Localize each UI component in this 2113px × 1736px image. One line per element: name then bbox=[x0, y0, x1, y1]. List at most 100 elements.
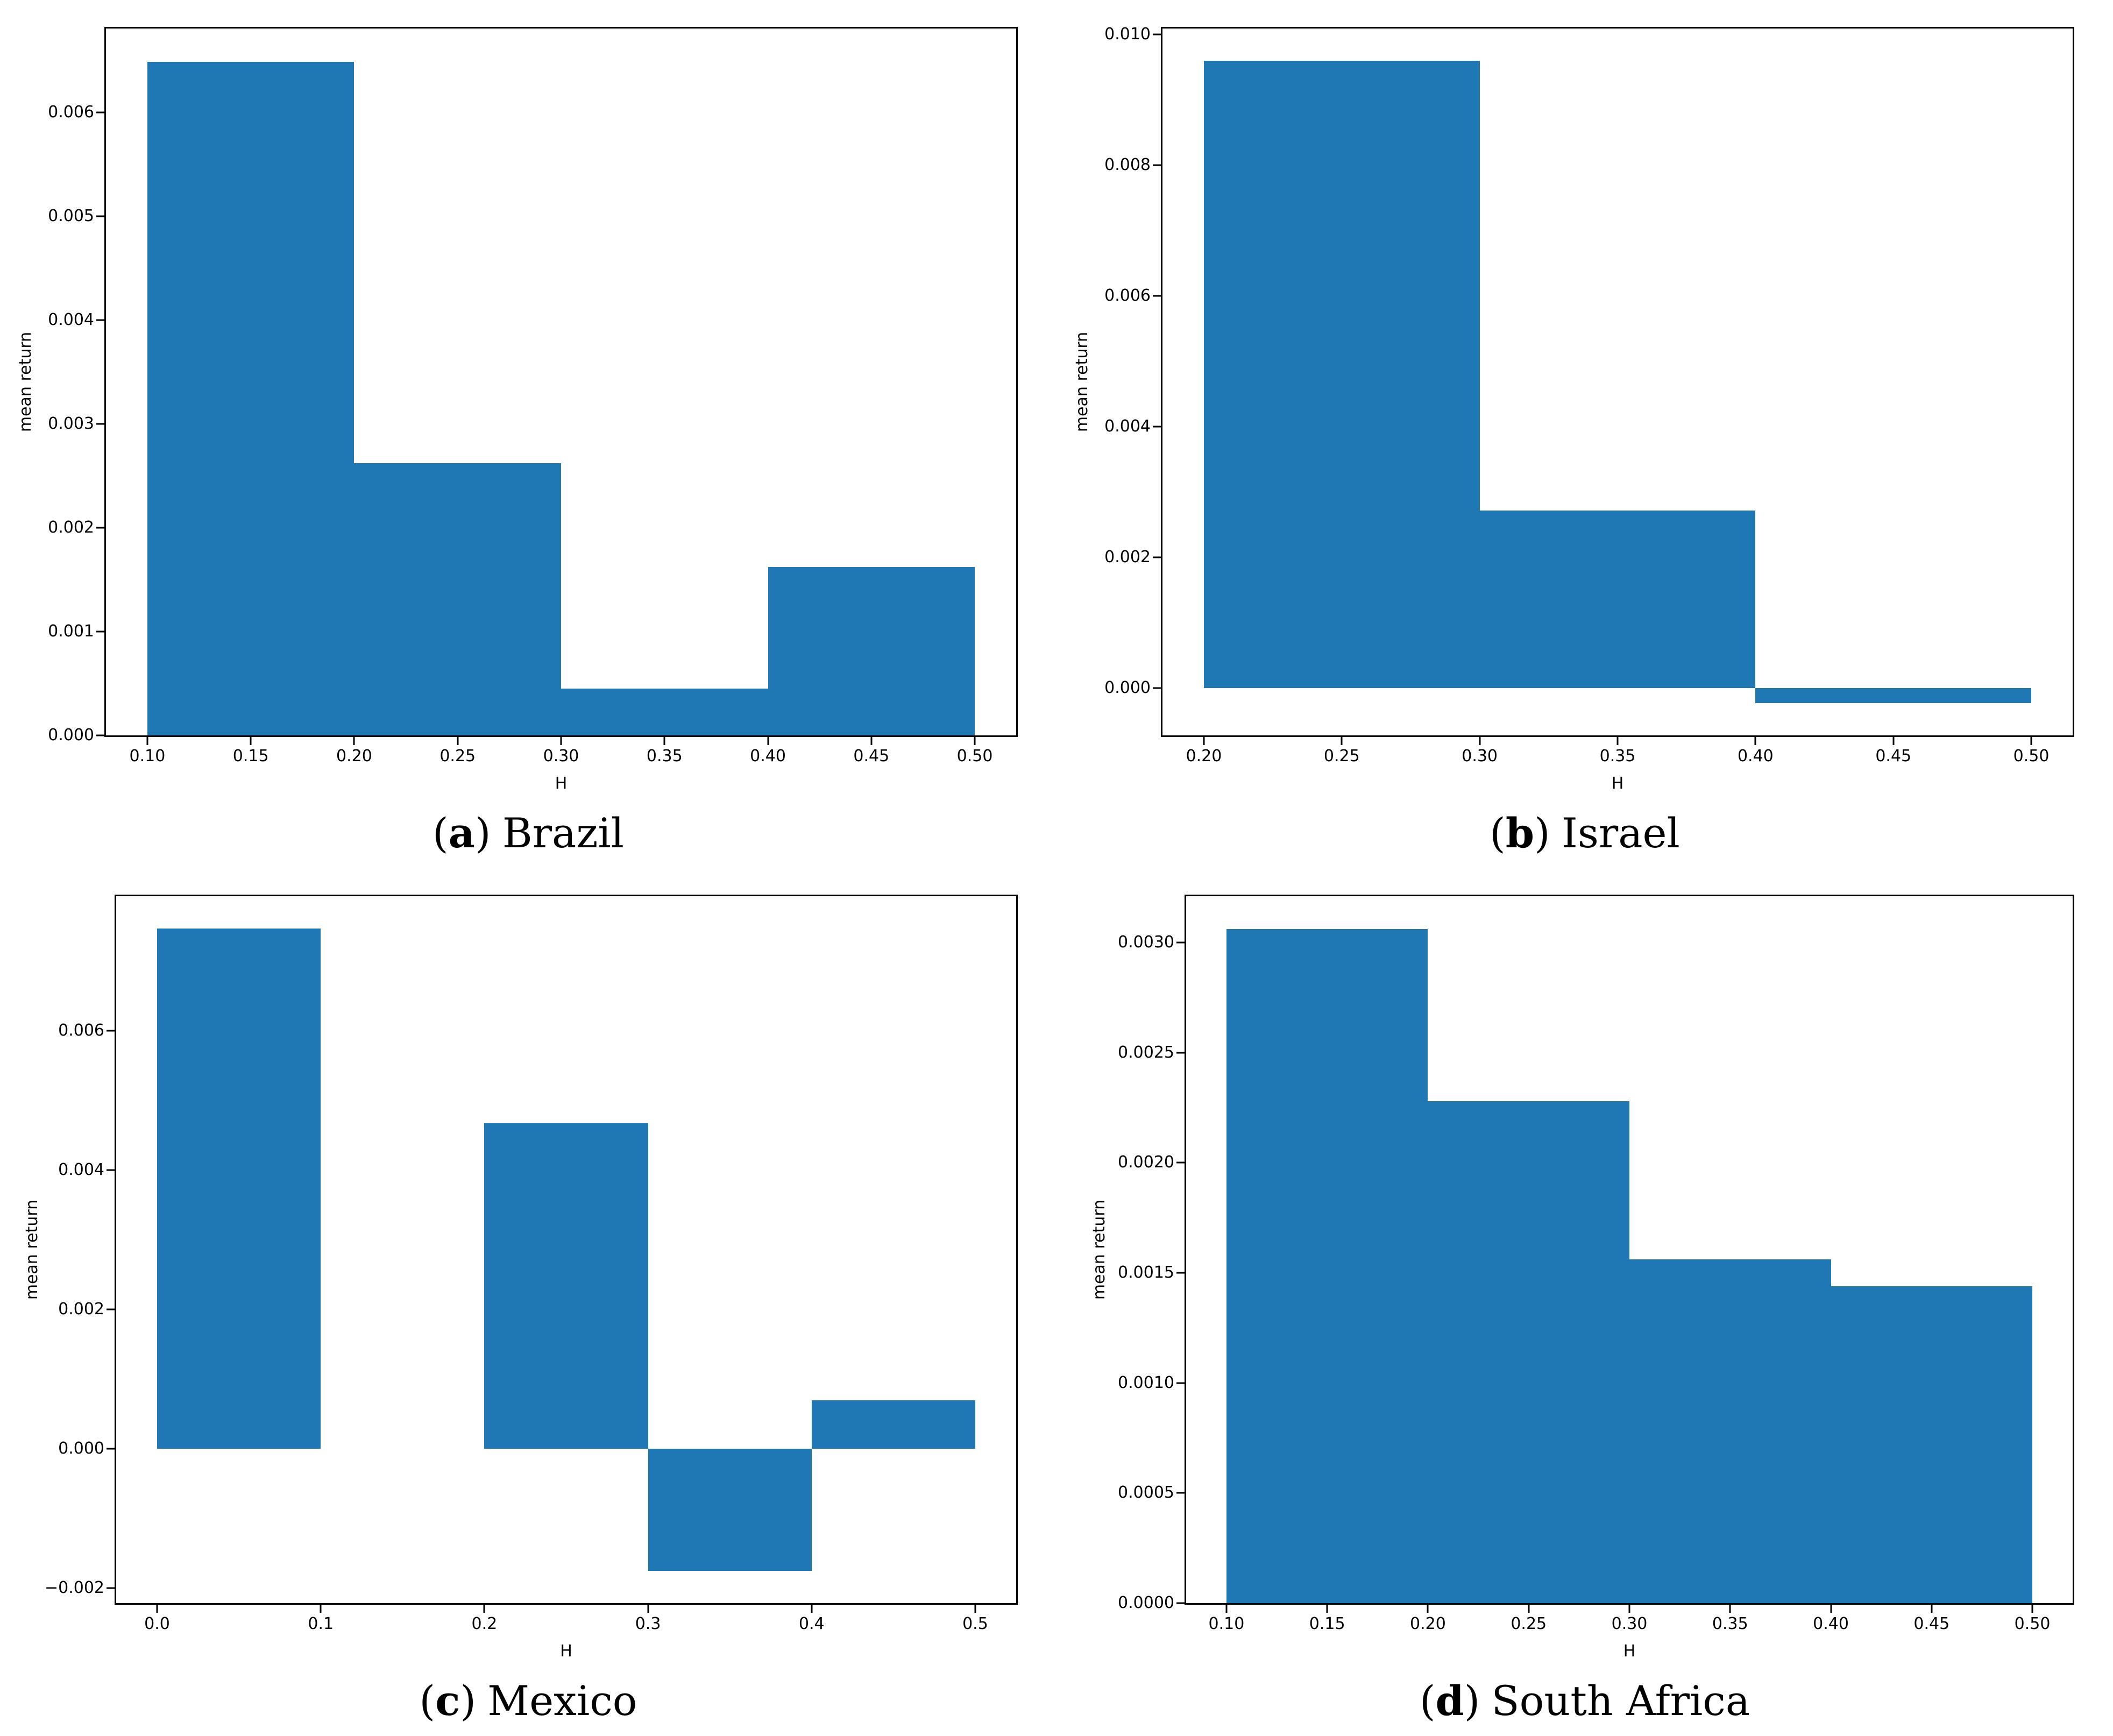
subplot-caption: (b) Israel bbox=[1056, 810, 2113, 856]
x-tick-mark bbox=[1225, 1605, 1228, 1613]
y-tick-mark bbox=[1176, 1272, 1185, 1274]
y-tick-label: 0.002 bbox=[1104, 548, 1151, 567]
y-tick-label: 0.000 bbox=[58, 1439, 104, 1458]
x-tick-label: 0.20 bbox=[1186, 747, 1222, 766]
x-tick-label: 0.5 bbox=[962, 1614, 988, 1633]
y-tick-label: 0.006 bbox=[58, 1021, 104, 1040]
y-tick-mark bbox=[96, 527, 104, 529]
y-tick-mark bbox=[96, 111, 104, 114]
x-tick-label: 0.4 bbox=[798, 1614, 825, 1633]
caption-open-paren: ( bbox=[432, 809, 449, 857]
x-tick-mark bbox=[1931, 1605, 1933, 1613]
bars-layer bbox=[1162, 29, 2073, 735]
x-tick-label: 0.40 bbox=[1737, 747, 1774, 766]
x-tick-label: 0.2 bbox=[471, 1614, 498, 1633]
caption-letter: a bbox=[448, 809, 475, 857]
y-tick-label: 0.000 bbox=[48, 726, 94, 745]
ticks-layer: 0.20 0.25 0.30 0.35 0.40 0.45 0.50 0.000 0.002 0.… bbox=[1104, 26, 2073, 764]
x-tick-mark bbox=[156, 1605, 158, 1613]
y-tick-mark bbox=[1176, 1492, 1185, 1494]
caption-country: South Africa bbox=[1491, 1677, 1750, 1725]
x-tick-mark bbox=[1729, 1605, 1731, 1613]
histogram-bar bbox=[1479, 510, 1756, 689]
y-tick-label: 0.004 bbox=[1104, 417, 1151, 436]
y-tick-label: 0.004 bbox=[58, 1160, 104, 1179]
x-tick-label: 0.10 bbox=[129, 747, 166, 766]
y-tick-label: 0.0030 bbox=[1118, 932, 1174, 952]
y-axis-label: mean return bbox=[1073, 331, 1091, 433]
plot-area: 0.20 0.25 0.30 0.35 0.40 0.45 0.50 0.000 0.002 0.… bbox=[1104, 26, 2074, 764]
histogram-bar bbox=[1203, 60, 1480, 689]
subplot-brazil: mean return 0.10 0.15 0.20 0.25 0.30 0.35 0.40… bbox=[0, 0, 1056, 868]
bars-layer bbox=[106, 29, 1016, 735]
y-tick-mark bbox=[107, 1308, 115, 1310]
x-tick-label: 0.50 bbox=[956, 747, 993, 766]
histogram-bar bbox=[1629, 1259, 1831, 1603]
x-tick-mark bbox=[2030, 737, 2032, 745]
x-tick-mark bbox=[2031, 1605, 2033, 1613]
x-tick-mark bbox=[974, 1605, 976, 1613]
x-tick-mark bbox=[1341, 737, 1343, 745]
y-tick-label: 0.0010 bbox=[1118, 1373, 1174, 1392]
x-tick-mark bbox=[647, 1605, 649, 1613]
x-tick-label: 0.30 bbox=[543, 747, 579, 766]
y-tick-label: 0.002 bbox=[48, 518, 94, 537]
y-tick-mark bbox=[107, 1030, 115, 1032]
caption-open-paren: ( bbox=[1419, 1677, 1436, 1725]
y-tick-mark bbox=[96, 630, 104, 633]
subplot-caption: (c) Mexico bbox=[0, 1677, 1056, 1724]
caption-close-paren: ) bbox=[1534, 809, 1550, 857]
ticks-layer: 0.10 0.15 0.20 0.25 0.30 0.35 0.40 0.45 0.50 0.00… bbox=[1118, 896, 2073, 1632]
y-tick-mark bbox=[1176, 1052, 1185, 1054]
histogram-bar bbox=[1831, 1286, 2033, 1603]
x-tick-label: 0.20 bbox=[1410, 1614, 1446, 1633]
x-tick-label: 0.40 bbox=[1813, 1614, 1849, 1633]
histogram-bar bbox=[648, 1448, 812, 1571]
x-tick-mark bbox=[1754, 737, 1756, 745]
y-tick-mark bbox=[107, 1587, 115, 1589]
subplot-caption: (a) Brazil bbox=[0, 810, 1056, 856]
y-tick-label: −0.002 bbox=[44, 1578, 104, 1597]
y-tick-mark bbox=[96, 423, 104, 425]
histogram-bar bbox=[1755, 688, 2032, 704]
x-tick-label: 0.1 bbox=[308, 1614, 334, 1633]
y-tick-label: 0.003 bbox=[48, 414, 94, 434]
x-tick-mark bbox=[1616, 737, 1619, 745]
x-tick-label: 0.15 bbox=[1309, 1614, 1345, 1633]
caption-letter: b bbox=[1505, 809, 1534, 857]
histogram-bar bbox=[561, 689, 768, 735]
x-tick-label: 0.15 bbox=[232, 747, 269, 766]
y-tick-mark bbox=[107, 1448, 115, 1450]
y-tick-label: 0.0000 bbox=[1118, 1593, 1174, 1612]
subplot-israel: mean return 0.20 0.25 0.30 0.35 0.40 0.45 0.50… bbox=[1056, 0, 2113, 868]
x-axis-label: H bbox=[555, 774, 568, 793]
x-tick-mark bbox=[320, 1605, 322, 1613]
x-tick-mark bbox=[1628, 1605, 1630, 1613]
y-tick-label: 0.010 bbox=[1104, 24, 1151, 44]
y-tick-mark bbox=[107, 1169, 115, 1171]
bars-layer bbox=[1186, 896, 2073, 1603]
x-axis-label: H bbox=[1623, 1642, 1636, 1661]
histogram-bar bbox=[354, 463, 561, 735]
y-tick-label: 0.0025 bbox=[1118, 1043, 1174, 1062]
y-tick-mark bbox=[1176, 1602, 1185, 1604]
histogram-bar bbox=[157, 928, 321, 1449]
x-tick-mark bbox=[1203, 737, 1205, 745]
y-tick-mark bbox=[96, 215, 104, 217]
plot-area: 0.10 0.15 0.20 0.25 0.30 0.35 0.40 0.45 0.50 0.00… bbox=[1118, 895, 2074, 1632]
plot-area: 0.10 0.15 0.20 0.25 0.30 0.35 0.40 0.45 0.50 0.00… bbox=[48, 27, 1018, 764]
histogram-bar bbox=[811, 1400, 975, 1449]
x-tick-label: 0.45 bbox=[1875, 747, 1912, 766]
x-tick-label: 0.45 bbox=[1913, 1614, 1950, 1633]
x-tick-label: 0.0 bbox=[144, 1614, 170, 1633]
x-tick-mark bbox=[974, 737, 976, 745]
y-tick-mark bbox=[1153, 295, 1161, 297]
y-tick-label: 0.005 bbox=[48, 207, 94, 226]
y-tick-mark bbox=[1153, 164, 1161, 166]
x-tick-mark bbox=[663, 737, 665, 745]
y-tick-mark bbox=[96, 319, 104, 321]
x-tick-label: 0.25 bbox=[1323, 747, 1360, 766]
subplot-caption: (d) South Africa bbox=[1056, 1677, 2113, 1724]
caption-country: Mexico bbox=[487, 1677, 637, 1725]
